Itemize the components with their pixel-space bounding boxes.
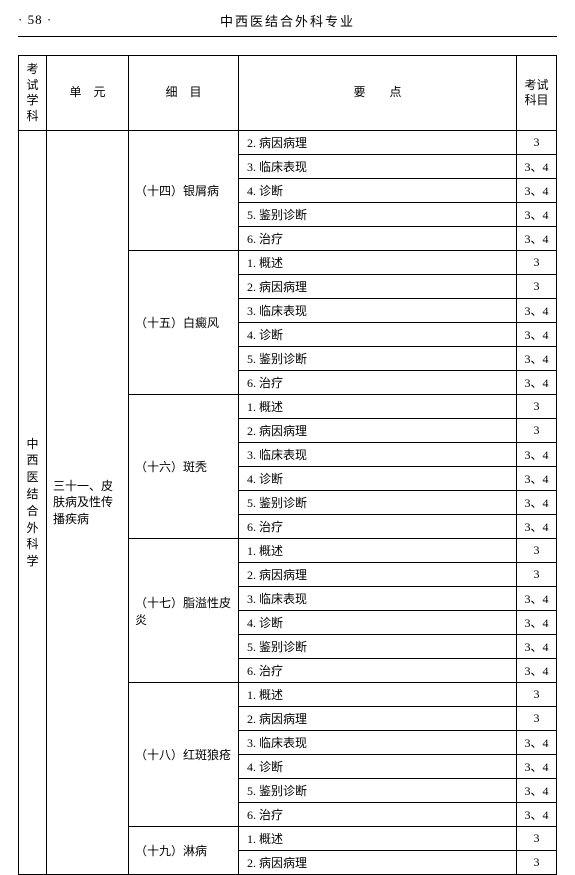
point-cell: 4. 诊断 [239, 179, 517, 203]
point-cell: 2. 病因病理 [239, 707, 517, 731]
exam-cell: 3、4 [517, 731, 557, 755]
exam-cell: 3、4 [517, 227, 557, 251]
exam-cell: 3 [517, 707, 557, 731]
exam-cell: 3 [517, 683, 557, 707]
exam-cell: 3、4 [517, 587, 557, 611]
point-cell: 5. 鉴别诊断 [239, 491, 517, 515]
point-cell: 2. 病因病理 [239, 419, 517, 443]
point-cell: 4. 诊断 [239, 467, 517, 491]
exam-cell: 3、4 [517, 443, 557, 467]
table-row: 中西医结合外科学三十一、皮肤病及性传播疾病（十四）银屑病2. 病因病理3 [19, 131, 557, 155]
exam-cell: 3、4 [517, 467, 557, 491]
exam-cell: 3 [517, 275, 557, 299]
exam-cell: 3、4 [517, 659, 557, 683]
exam-cell: 3、4 [517, 515, 557, 539]
header-exam: 考试科目 [517, 56, 557, 131]
point-cell: 1. 概述 [239, 539, 517, 563]
point-cell: 4. 诊断 [239, 611, 517, 635]
point-cell: 6. 治疗 [239, 803, 517, 827]
exam-cell: 3、4 [517, 299, 557, 323]
exam-cell: 3 [517, 419, 557, 443]
subject-cell: 中西医结合外科学 [19, 131, 47, 875]
exam-cell: 3、4 [517, 347, 557, 371]
point-cell: 1. 概述 [239, 251, 517, 275]
point-cell: 6. 治疗 [239, 227, 517, 251]
header-subject: 考试学科 [19, 56, 47, 131]
point-cell: 3. 临床表现 [239, 731, 517, 755]
exam-cell: 3、4 [517, 803, 557, 827]
page-number: · 58 · [18, 12, 52, 28]
detail-cell: （十五）白癜风 [129, 251, 239, 395]
exam-cell: 3 [517, 563, 557, 587]
point-cell: 3. 临床表现 [239, 587, 517, 611]
exam-cell: 3、4 [517, 755, 557, 779]
divider [18, 36, 557, 37]
detail-cell: （十七）脂溢性皮炎 [129, 539, 239, 683]
exam-cell: 3、4 [517, 491, 557, 515]
point-cell: 4. 诊断 [239, 755, 517, 779]
exam-cell: 3 [517, 395, 557, 419]
exam-cell: 3 [517, 251, 557, 275]
page-title: 中西医结合外科专业 [220, 11, 355, 30]
header-point: 要点 [239, 56, 517, 131]
point-cell: 3. 临床表现 [239, 155, 517, 179]
point-cell: 5. 鉴别诊断 [239, 779, 517, 803]
point-cell: 6. 治疗 [239, 515, 517, 539]
exam-cell: 3 [517, 539, 557, 563]
point-cell: 2. 病因病理 [239, 275, 517, 299]
point-cell: 5. 鉴别诊断 [239, 347, 517, 371]
exam-cell: 3 [517, 851, 557, 875]
header-detail: 细 目 [129, 56, 239, 131]
header-unit: 单 元 [47, 56, 129, 131]
exam-cell: 3、4 [517, 779, 557, 803]
point-cell: 6. 治疗 [239, 371, 517, 395]
point-cell: 2. 病因病理 [239, 131, 517, 155]
exam-cell: 3、4 [517, 635, 557, 659]
point-cell: 1. 概述 [239, 395, 517, 419]
point-cell: 5. 鉴别诊断 [239, 635, 517, 659]
exam-cell: 3、4 [517, 179, 557, 203]
exam-cell: 3、4 [517, 371, 557, 395]
table-body: 中西医结合外科学三十一、皮肤病及性传播疾病（十四）银屑病2. 病因病理33. 临… [19, 131, 557, 875]
exam-cell: 3、4 [517, 611, 557, 635]
point-cell: 1. 概述 [239, 683, 517, 707]
detail-cell: （十九）淋病 [129, 827, 239, 875]
point-cell: 3. 临床表现 [239, 443, 517, 467]
point-cell: 2. 病因病理 [239, 563, 517, 587]
detail-cell: （十八）红斑狼疮 [129, 683, 239, 827]
unit-cell: 三十一、皮肤病及性传播疾病 [47, 131, 129, 875]
point-cell: 3. 临床表现 [239, 299, 517, 323]
point-cell: 6. 治疗 [239, 659, 517, 683]
point-cell: 4. 诊断 [239, 323, 517, 347]
detail-cell: （十四）银屑病 [129, 131, 239, 251]
point-cell: 5. 鉴别诊断 [239, 203, 517, 227]
detail-cell: （十六）斑秃 [129, 395, 239, 539]
point-cell: 1. 概述 [239, 827, 517, 851]
exam-cell: 3 [517, 131, 557, 155]
table-header-row: 考试学科 单 元 细 目 要点 考试科目 [19, 56, 557, 131]
exam-cell: 3 [517, 827, 557, 851]
syllabus-table: 考试学科 单 元 细 目 要点 考试科目 中西医结合外科学三十一、皮肤病及性传播… [18, 55, 557, 875]
exam-cell: 3、4 [517, 323, 557, 347]
exam-cell: 3、4 [517, 203, 557, 227]
exam-cell: 3、4 [517, 155, 557, 179]
point-cell: 2. 病因病理 [239, 851, 517, 875]
